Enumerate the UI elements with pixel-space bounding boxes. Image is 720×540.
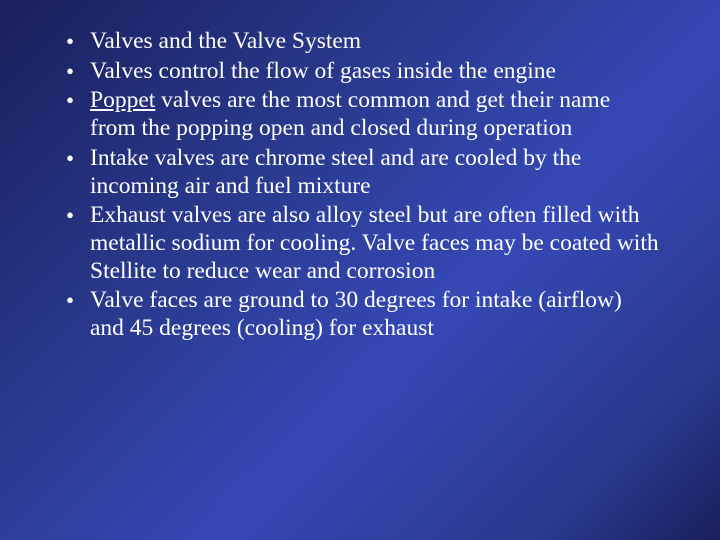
list-item: Intake valves are chrome steel and are c… — [60, 145, 660, 200]
bullet-text: Valves and the Valve System — [90, 28, 361, 54]
list-item: Valves and the Valve System — [60, 28, 660, 56]
bullet-text: Intake valves are chrome steel and are c… — [90, 145, 581, 199]
list-item: Valves control the flow of gases inside … — [60, 58, 660, 86]
list-item: Poppet valves are the most common and ge… — [60, 87, 660, 142]
bullet-text: valves are the most common and get their… — [90, 87, 610, 141]
bullet-text: Valve faces are ground to 30 degrees for… — [90, 287, 622, 341]
list-item: Valve faces are ground to 30 degrees for… — [60, 287, 660, 342]
bullet-text: Valves control the flow of gases inside … — [90, 58, 556, 84]
list-item: Exhaust valves are also alloy steel but … — [60, 202, 660, 285]
slide-container: Valves and the Valve System Valves contr… — [0, 0, 720, 540]
bullet-list: Valves and the Valve System Valves contr… — [60, 28, 660, 343]
bullet-text-underlined: Poppet — [90, 87, 155, 113]
bullet-text: Exhaust valves are also alloy steel but … — [90, 202, 659, 283]
